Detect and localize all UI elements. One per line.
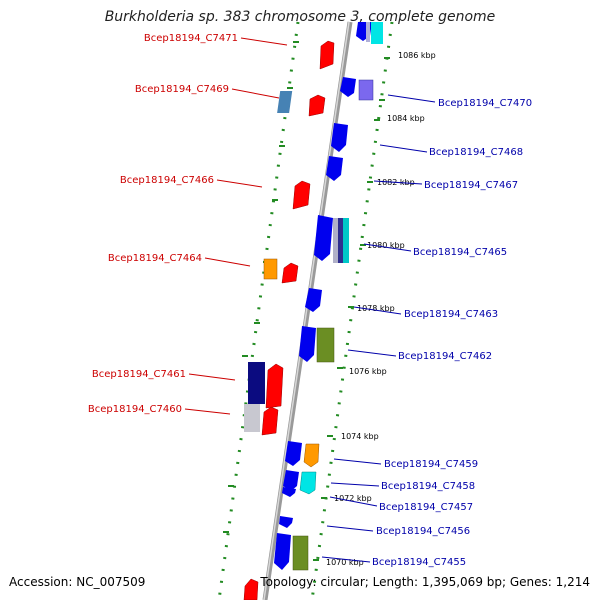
gene-bottom-red (243, 578, 259, 600)
gene-label-left: Bcep18194_C7471 (144, 33, 238, 44)
map-title: Burkholderia sp. 383 chromosome 3, compl… (104, 9, 496, 25)
scale-label: 1070 kbp (326, 558, 364, 567)
gene-label-right: Bcep18194_C7463 (404, 309, 498, 320)
track-ticks (223, 41, 390, 561)
gene-C7458 (299, 471, 317, 495)
gene-C7466 (292, 180, 311, 210)
scale-label: 1074 kbp (341, 432, 379, 441)
gene-label-right: Bcep18194_C7457 (379, 502, 473, 513)
right-leaders (321, 94, 436, 563)
gene-C7461 (265, 363, 284, 409)
gene-label-right: Bcep18194_C7458 (381, 481, 475, 492)
gene-label-left: Bcep18194_C7460 (88, 404, 182, 415)
scale-label: 1072 kbp (334, 494, 372, 503)
gene-C7470 (358, 79, 374, 101)
gene-C7470-blue (340, 77, 356, 97)
gene-label-right: Bcep18194_C7456 (376, 526, 470, 537)
gene-label-left: Bcep18194_C7466 (120, 175, 214, 186)
gene-label-right: Bcep18194_C7462 (398, 351, 492, 362)
accession-text: Accession: NC_007509 (9, 575, 146, 589)
gene-C7457 (282, 487, 296, 497)
gene-C7460-grey (244, 404, 260, 432)
scale-label: 1078 kbp (357, 304, 395, 313)
gene-C7467 (326, 156, 343, 181)
scale-label: 1076 kbp (349, 367, 387, 376)
gene-C7468 (331, 123, 348, 152)
gene-C7463 (305, 288, 322, 312)
gene-label-right: Bcep18194_C7468 (429, 147, 523, 158)
gene-C7471 (319, 40, 335, 70)
gene-label-left: Bcep18194_C7461 (92, 369, 186, 380)
gene-label-right: Bcep18194_C7465 (413, 247, 507, 258)
gene-C7469-teal (277, 91, 293, 113)
gene-C7455-blue (274, 533, 291, 570)
gene-C7459-blue (285, 441, 302, 466)
gene-label-right: Bcep18194_C7470 (438, 98, 532, 109)
gene-C7464 (281, 262, 299, 284)
gene-C7462 (316, 327, 335, 363)
left-dotted-track (217, 21, 300, 600)
gene-label-right: Bcep18194_C7459 (384, 459, 478, 470)
gene-C7459 (303, 443, 320, 468)
gene-C7461-navy (248, 362, 265, 404)
gene-label-left: Bcep18194_C7464 (108, 253, 202, 264)
gene-C7456 (279, 516, 293, 528)
gene-label-left: Bcep18194_C7469 (135, 84, 229, 95)
right-dotted-track (310, 21, 394, 600)
scale-label: 1080 kbp (367, 241, 405, 250)
chromosome-backbone-highlight (263, 21, 350, 600)
genome-summary: Topology: circular; Length: 1,395,069 bp… (260, 575, 590, 589)
left-leaders (184, 37, 288, 415)
gene-C7469 (308, 94, 326, 117)
gene-top-blue (356, 22, 383, 44)
gene-C7462-blue (299, 326, 316, 362)
scale-label: 1084 kbp (387, 114, 425, 123)
gene-C7455 (292, 535, 309, 571)
gene-label-right: Bcep18194_C7455 (372, 557, 466, 568)
gene-C7464-orange (263, 258, 278, 280)
scale-label: 1086 kbp (398, 51, 436, 60)
gene-C7460 (261, 406, 279, 436)
chromosome-backbone (262, 21, 353, 600)
gene-C7465 (314, 215, 349, 263)
gene-label-right: Bcep18194_C7467 (424, 180, 518, 191)
gene-C7458-blue (283, 470, 299, 491)
